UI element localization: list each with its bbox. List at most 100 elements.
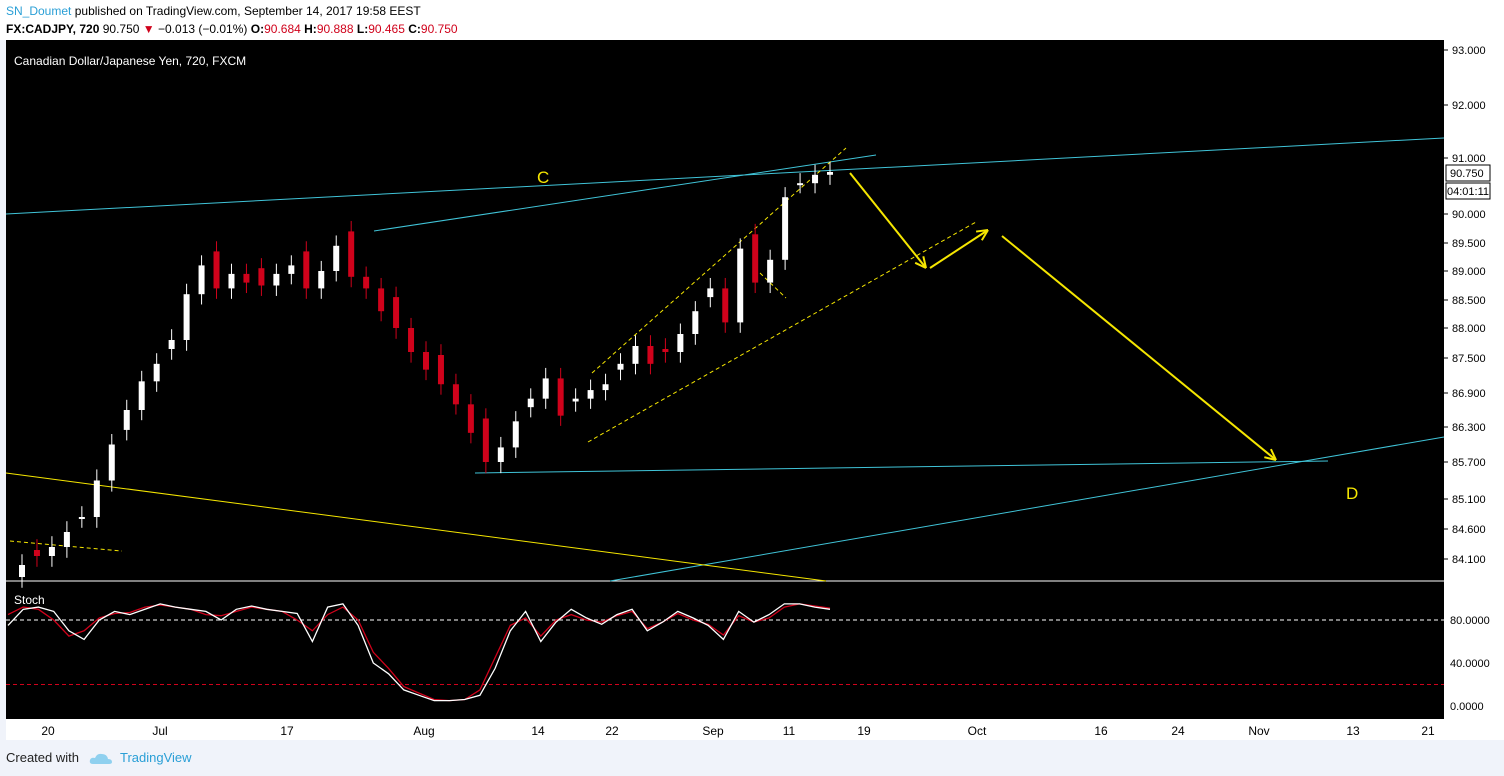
- price-tick-label: 88.000: [1452, 323, 1486, 335]
- time-tick-label: 16: [1094, 724, 1108, 738]
- time-tick-label: 22: [605, 724, 619, 738]
- stoch-pane: Stoch 80.0000 40.0000 0.0000: [6, 593, 1490, 713]
- candle-body: [33, 550, 40, 556]
- candle-body: [707, 288, 714, 298]
- price-tick-label: 87.500: [1452, 353, 1486, 365]
- candle-body: [452, 384, 459, 405]
- candle-body: [213, 251, 220, 289]
- candle-body: [797, 183, 804, 186]
- candle-body: [183, 294, 190, 340]
- candle-body: [602, 384, 609, 391]
- candle-body: [647, 346, 654, 364]
- candle-body: [63, 532, 70, 547]
- candle-body: [512, 421, 519, 448]
- time-tick-label: Sep: [702, 724, 724, 738]
- candle-body: [273, 273, 280, 286]
- candle-body: [572, 398, 579, 402]
- candle-body: [393, 297, 400, 328]
- trendline: [5, 137, 1445, 215]
- time-tick-label: Nov: [1248, 724, 1269, 738]
- time-axis[interactable]: [6, 719, 1444, 740]
- current-price-label: 90.750: [1450, 168, 1484, 180]
- candle-body: [812, 174, 819, 184]
- trendline: [609, 436, 1445, 582]
- candle-body: [677, 334, 684, 352]
- candle-body: [333, 245, 340, 271]
- arrow-head: [1264, 456, 1277, 461]
- trendline: [587, 221, 977, 443]
- stoch-tick-label: 40.0000: [1450, 658, 1490, 670]
- tradingview-brand-link[interactable]: TradingView: [120, 750, 192, 765]
- projection-arrow: [849, 172, 927, 269]
- candle-body: [497, 447, 504, 462]
- candles: [19, 161, 833, 588]
- down-arrow-icon: ▼: [142, 22, 155, 36]
- stoch-tick-label: 0.0000: [1450, 701, 1484, 713]
- price-tick-label: 86.900: [1452, 388, 1486, 400]
- chart-header: SN_Doumet published on TradingView.com, …: [0, 0, 1504, 40]
- price-tick-label: 84.600: [1452, 524, 1486, 536]
- stoch-tick-label: 80.0000: [1450, 615, 1490, 627]
- candle-body: [692, 311, 699, 334]
- candle-body: [243, 273, 250, 283]
- candle-body: [527, 398, 534, 408]
- countdown-label: 04:01:11: [1447, 186, 1489, 198]
- candle-body: [228, 273, 235, 289]
- candle-body: [542, 378, 549, 399]
- symbol-info: FX:CADJPY, 720 90.750 ▼ −0.013 (−0.01%) …: [6, 22, 458, 36]
- candle-body: [767, 259, 774, 283]
- price-axis[interactable]: [1444, 40, 1504, 740]
- time-tick-label: 19: [857, 724, 871, 738]
- candle-body: [752, 234, 759, 283]
- price-tick-label: 89.500: [1452, 238, 1486, 250]
- price-change: −0.013 (−0.01%): [158, 22, 248, 36]
- price-tick-label: 85.100: [1452, 494, 1486, 506]
- low-value: 90.465: [368, 22, 405, 36]
- trendline: [591, 147, 847, 374]
- close-value: 90.750: [420, 22, 458, 36]
- projection-arrow: [1001, 235, 1277, 461]
- price-tick-label: 92.000: [1452, 100, 1486, 112]
- candle-body: [288, 265, 295, 274]
- time-tick-label: 11: [783, 724, 796, 738]
- candle-body: [408, 328, 415, 352]
- time-tick-label: Oct: [968, 724, 987, 738]
- time-tick-label: 24: [1171, 724, 1185, 738]
- close-label: C:: [408, 22, 421, 36]
- candle-body: [617, 363, 624, 370]
- candle-body: [437, 355, 444, 385]
- symbol-label: FX:CADJPY, 720: [6, 22, 100, 36]
- last-price: 90.750: [102, 22, 140, 36]
- author-link[interactable]: SN_Doumet: [6, 4, 72, 18]
- candle-body: [827, 172, 833, 175]
- candle-body: [108, 444, 115, 481]
- candle-body: [782, 197, 789, 260]
- open-value: 90.684: [264, 22, 301, 36]
- candle-body: [737, 248, 744, 323]
- candle-body: [587, 390, 594, 399]
- candle-body: [19, 565, 25, 577]
- wave-label-d: D: [1346, 484, 1358, 503]
- price-tick-label: 90.000: [1452, 209, 1486, 221]
- candle-body: [423, 352, 429, 370]
- tradingview-cloud-icon: [89, 753, 112, 764]
- trendline: [5, 472, 827, 582]
- candle-body: [48, 547, 55, 556]
- arrow-head: [1270, 448, 1277, 461]
- candle-body: [78, 517, 85, 519]
- time-tick-label: 21: [1421, 724, 1435, 738]
- low-label: L:: [356, 22, 369, 36]
- candle-body: [662, 349, 669, 352]
- trendline: [373, 154, 877, 232]
- time-tick-label: 20: [41, 724, 55, 738]
- chart-title: Canadian Dollar/Japanese Yen, 720, FXCM: [14, 54, 246, 68]
- chart-canvas[interactable]: Canadian Dollar/Japanese Yen, 720, FXCM …: [0, 40, 1504, 740]
- candle-body: [632, 346, 639, 364]
- candle-body: [258, 268, 265, 286]
- price-tick-label: 89.000: [1452, 266, 1486, 278]
- time-tick-label: Jul: [152, 724, 167, 738]
- countdown-badge: [1445, 182, 1491, 200]
- high-label: H:: [304, 22, 317, 36]
- footer: Created with TradingView: [6, 750, 192, 766]
- time-tick-label: Aug: [413, 724, 434, 738]
